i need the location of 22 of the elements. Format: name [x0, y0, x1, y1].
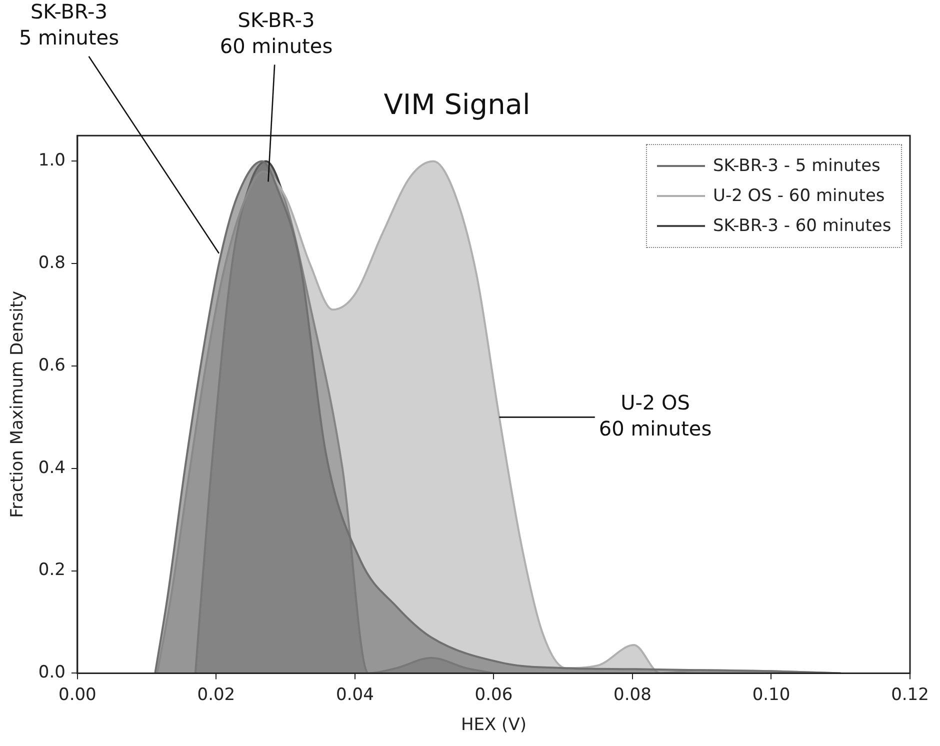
- x-tick-label: 0.06: [474, 684, 513, 705]
- y-tick-label: 0.8: [38, 253, 66, 274]
- legend-label: U-2 OS - 60 minutes: [713, 186, 885, 206]
- x-axis-title: HEX (V): [460, 715, 526, 736]
- legend-label: SK-BR-3 - 60 minutes: [713, 216, 892, 236]
- x-tick-label: 0.10: [752, 684, 790, 705]
- y-tick-label: 0.2: [38, 560, 66, 580]
- y-tick-label: 1.0: [38, 150, 66, 171]
- annotation: U-2 OS 60 minutes: [598, 390, 712, 440]
- x-tick-label: 0.04: [336, 684, 374, 705]
- x-tick-label: 0.08: [614, 684, 652, 705]
- y-tick-label: 0.6: [38, 355, 66, 376]
- y-axis-title: Fraction Maximum Density: [8, 290, 28, 518]
- y-tick-label: 0.0: [38, 662, 66, 683]
- y-tick-label: 0.4: [38, 458, 66, 478]
- annotation: SK-BR-3 60 minutes: [220, 8, 333, 58]
- chart-title: VIM Signal: [384, 88, 530, 122]
- annotation: SK-BR-3 5 minutes: [18, 0, 119, 50]
- x-tick-label: 0.02: [197, 684, 236, 705]
- legend-label: SK-BR-3 - 5 minutes: [713, 156, 880, 176]
- x-tick-label: 0.00: [58, 684, 96, 705]
- x-tick-label: 0.12: [891, 684, 929, 705]
